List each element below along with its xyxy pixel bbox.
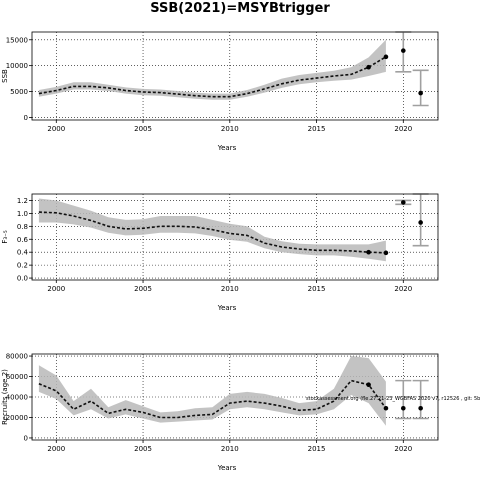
y-tick-label: 0.0 (17, 275, 28, 283)
data-point (383, 54, 389, 60)
data-point (418, 405, 423, 411)
x-tick-label: 2020 (394, 285, 412, 293)
y-tick-label: 0.8 (17, 223, 28, 231)
axes-frame (31, 193, 439, 281)
y-tick-label: 1.0 (17, 210, 28, 218)
data-point (383, 250, 389, 256)
data-point (366, 249, 371, 255)
data-point (366, 64, 371, 70)
data-point (400, 200, 406, 205)
chart-title: SSB(2021)=MSYBtrigger (150, 1, 330, 16)
data-point (366, 382, 371, 388)
confidence-band (38, 356, 386, 426)
y-tick-label: 80000 (6, 353, 28, 361)
series-line (38, 56, 387, 98)
x-tick-label: 2000 (47, 125, 65, 133)
y-axis-label: SSB (1, 69, 9, 83)
x-axis-label: Years (217, 304, 237, 312)
data-point (400, 48, 406, 53)
y-tick-label: 20000 (6, 414, 28, 422)
series-line (38, 379, 387, 419)
x-tick-label: 2010 (221, 125, 239, 133)
y-tick-label: 10000 (6, 62, 28, 70)
chart-panel-1: 2000 2005 2010 2015 2020 0 5000 10000 15000 Years… (1, 31, 439, 152)
y-tick-label: 0 (24, 434, 28, 442)
y-tick-label: 0.2 (17, 262, 28, 270)
y-tick-label: 60000 (6, 373, 28, 381)
data-point (418, 220, 423, 225)
y-tick-label: 0.4 (17, 249, 29, 257)
y-tick-label: 15000 (6, 36, 28, 44)
x-tick-label: 2010 (221, 285, 239, 293)
chart-panel-3: 2000 2005 2010 2015 2020 0 20000 40000 60000 8000… (1, 353, 439, 472)
data-point (400, 405, 406, 411)
x-tick-label: 2015 (308, 285, 326, 293)
y-tick-label: 40000 (6, 394, 28, 402)
stockassessment-annotation: stockassessment.org (fle.27.21-23_WGBFAS… (306, 396, 480, 402)
confidence-band (38, 39, 386, 100)
x-axis-label: Years (217, 464, 237, 472)
data-point (418, 90, 423, 96)
x-tick-label: 2020 (394, 445, 412, 453)
x-tick-label: 2005 (134, 285, 152, 293)
x-tick-label: 2015 (308, 125, 326, 133)
y-tick-label: 0 (24, 114, 28, 122)
y-axis-label: Recruits (age 2) (1, 369, 9, 425)
series-line (38, 211, 386, 254)
y-tick-label: 5000 (10, 88, 28, 96)
x-tick-label: 2000 (47, 285, 65, 293)
x-tick-label: 2005 (134, 125, 152, 133)
x-tick-label: 2015 (308, 445, 326, 453)
y-tick-label: 1.2 (17, 197, 28, 205)
x-axis-label: Years (217, 144, 237, 152)
x-tick-label: 2000 (47, 445, 65, 453)
y-axis-label: F₃₋₅ (1, 230, 9, 244)
chart-panel-2: 2000 2005 2010 2015 2020 0.0 0.2 0.4 0.6 0.8 1.0 1.… (1, 193, 439, 312)
x-tick-label: 2010 (221, 445, 239, 453)
axes-frame (31, 31, 439, 121)
panels: 2000 2005 2010 2015 2020 0 5000 10000 15000 Years… (1, 31, 480, 472)
data-point (383, 405, 389, 411)
x-tick-label: 2020 (394, 125, 412, 133)
x-tick-label: 2005 (134, 445, 152, 453)
y-tick-label: 0.6 (17, 236, 29, 244)
